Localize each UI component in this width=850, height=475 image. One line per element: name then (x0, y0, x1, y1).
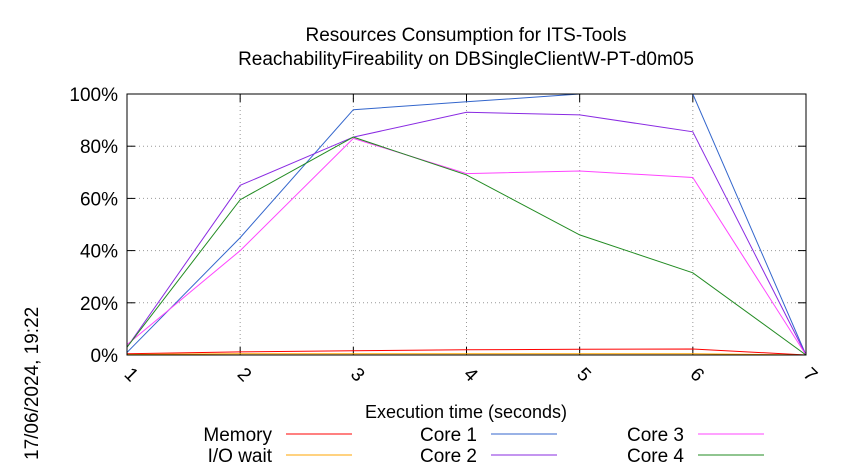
x-tick-label: 3 (346, 364, 368, 386)
x-tick-label: 6 (686, 364, 708, 386)
timestamp: 17/06/2024, 19:22 (22, 307, 43, 460)
plot-frame (126, 93, 807, 356)
y-tick-label: 60% (80, 189, 118, 210)
y-tick-label: 0% (91, 346, 119, 367)
y-tick-label: 20% (80, 294, 118, 315)
y-tick-label: 100% (69, 85, 118, 106)
legend-label-memory: Memory (203, 425, 272, 446)
x-tick-label: 4 (459, 364, 482, 387)
series-line-core-2 (126, 111, 807, 356)
x-axis-ticks: 1 2 3 4 5 6 7 (120, 94, 821, 387)
y-tick-label: 80% (80, 137, 118, 158)
chart-title-line-1: Resources Consumption for ITS-Tools (305, 25, 626, 46)
x-tick-label: 5 (572, 364, 594, 386)
legend-label-core-2: Core 2 (420, 446, 477, 467)
legend-label-i-o-wait: I/O wait (208, 446, 273, 467)
legend-label-core-1: Core 1 (420, 425, 477, 446)
x-tick-label: 2 (233, 364, 255, 386)
legend-label-core-4: Core 4 (627, 446, 684, 467)
series-line-core-3 (126, 137, 807, 356)
chart-title-line-2: ReachabilityFireability on DBSingleClien… (238, 49, 694, 70)
x-tick-label: 7 (799, 364, 821, 386)
series-line-i-o-wait (126, 353, 807, 356)
series-lines (126, 93, 807, 356)
grid (127, 94, 806, 355)
chart-title: Resources Consumption for ITS-Tools Reac… (238, 25, 694, 70)
series-line-core-4 (126, 136, 807, 356)
series-line-memory (126, 348, 807, 356)
y-axis-ticks: 0% 20% 40% 60% 80% 100% (69, 85, 806, 367)
x-axis-label: Execution time (seconds) (365, 402, 567, 422)
series-line-core-1 (126, 93, 807, 356)
x-tick-label: 1 (120, 364, 142, 386)
y-tick-label: 40% (80, 242, 118, 263)
legend-label-core-3: Core 3 (627, 425, 684, 446)
